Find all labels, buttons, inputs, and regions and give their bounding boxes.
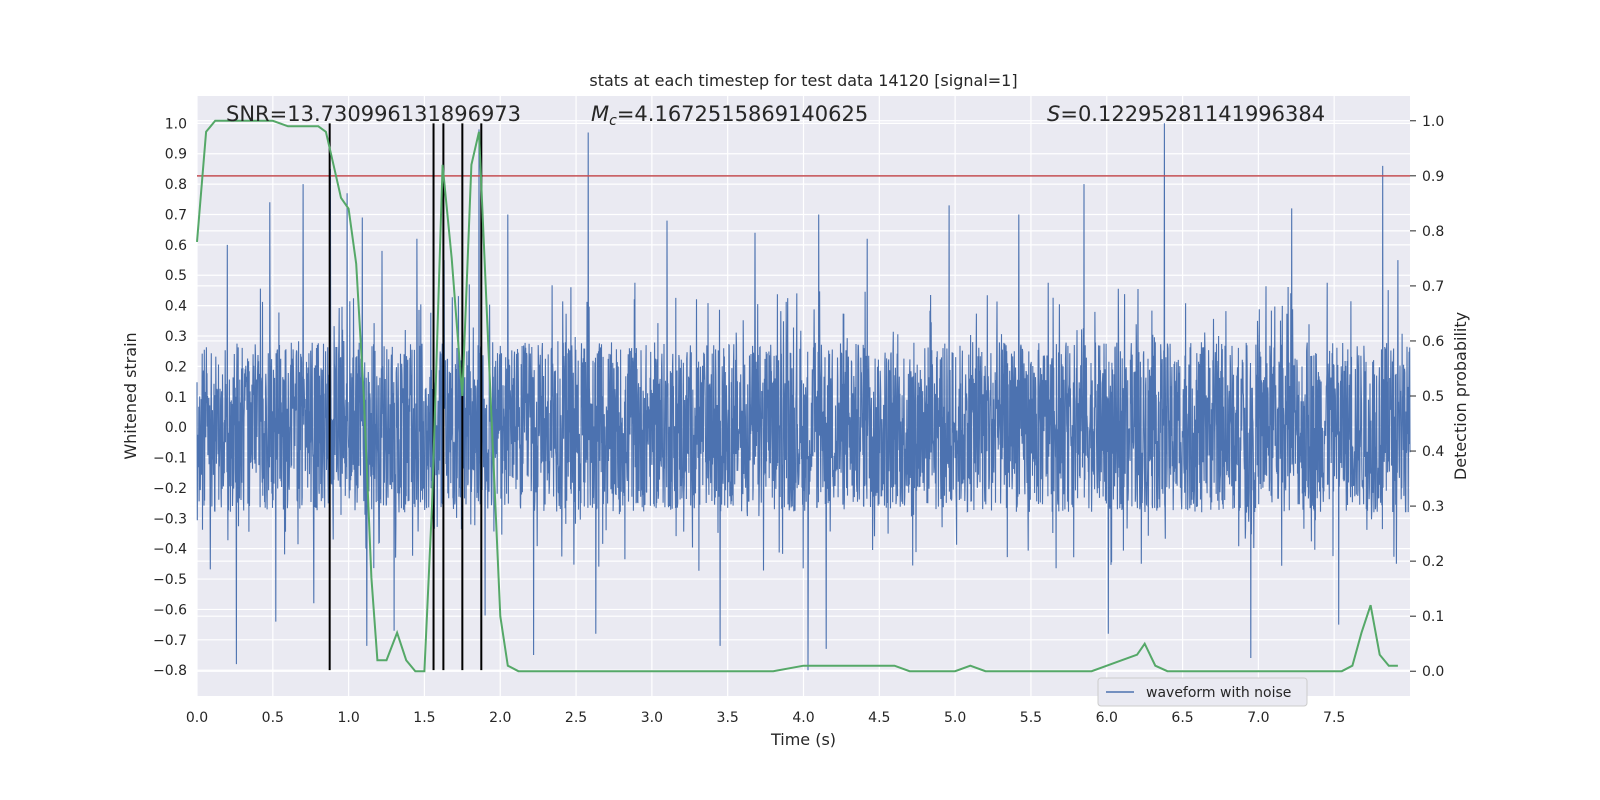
y-right-tick-label: 0.3 bbox=[1422, 499, 1444, 515]
y-tick-label: −0.5 bbox=[153, 572, 187, 588]
chart-title: stats at each timestep for test data 141… bbox=[589, 71, 1017, 90]
chirp-mass-subscript: c bbox=[609, 113, 617, 129]
y-tick-label: 0.7 bbox=[165, 207, 187, 223]
y-tick-label: 0.2 bbox=[165, 359, 187, 375]
y-right-tick-label: 0.5 bbox=[1422, 389, 1444, 405]
s-value: =0.12295281141996384 bbox=[1060, 102, 1325, 126]
y-right-tick-label: 0.9 bbox=[1422, 169, 1444, 185]
s-symbol: S bbox=[1047, 102, 1060, 126]
x-tick-label: 7.5 bbox=[1323, 710, 1345, 726]
legend: waveform with noise bbox=[1097, 677, 1308, 707]
y-tick-label: 0.4 bbox=[165, 299, 187, 315]
x-tick-label: 6.0 bbox=[1096, 710, 1118, 726]
s-annotation: S=0.12295281141996384 bbox=[1047, 102, 1325, 126]
y-tick-label: 0.6 bbox=[165, 238, 187, 254]
y-tick-label: 0.8 bbox=[165, 177, 187, 193]
y-right-tick-label: 0.7 bbox=[1422, 279, 1444, 295]
y-tick-label: −0.1 bbox=[153, 451, 187, 467]
detection-probability-line bbox=[196, 119, 1398, 673]
y-tick-label: −0.2 bbox=[153, 481, 187, 497]
x-tick-label: 2.5 bbox=[565, 710, 587, 726]
x-tick-label: 3.0 bbox=[641, 710, 663, 726]
y-tick-label: 0.9 bbox=[165, 147, 187, 163]
x-tick-label: 2.0 bbox=[489, 710, 511, 726]
y-tick-label: −0.4 bbox=[153, 542, 187, 558]
legend-box bbox=[1097, 677, 1308, 707]
chirp-mass-value: =4.1672515869140625 bbox=[617, 102, 868, 126]
y-right-tick-label: 0.1 bbox=[1422, 609, 1444, 625]
waveform-line bbox=[196, 123, 1411, 671]
x-tick-label: 6.5 bbox=[1171, 710, 1193, 726]
y-right-tick-label: 0.2 bbox=[1422, 554, 1444, 570]
x-tick-label: 0.0 bbox=[186, 710, 208, 726]
y-tick-label: −0.7 bbox=[153, 633, 187, 649]
x-tick-label: 7.0 bbox=[1247, 710, 1269, 726]
snr-annotation: SNR=13.730996131896973 bbox=[226, 102, 521, 126]
y-tick-label: 0.1 bbox=[165, 390, 187, 406]
y-axis-label: Whitened strain bbox=[121, 332, 140, 459]
x-axis-label: Time (s) bbox=[770, 730, 836, 749]
x-tick-label: 5.5 bbox=[1020, 710, 1042, 726]
x-tick-label: 0.5 bbox=[262, 710, 284, 726]
y-right-tick-label: 0.6 bbox=[1422, 334, 1444, 350]
y-tick-label: −0.3 bbox=[153, 511, 187, 527]
chirp-mass-annotation: Mc=4.1672515869140625 bbox=[591, 102, 868, 129]
y-right-tick-label: 0.4 bbox=[1422, 444, 1444, 460]
y-axis-right-ticks: 1.0 0.9 0.8 0.7 0.6 0.5 0.4 0.3 0.2 0.1 0.0 bbox=[1410, 114, 1444, 680]
y-tick-label: 0.0 bbox=[165, 420, 187, 436]
y-right-tick-label: 0.0 bbox=[1422, 664, 1444, 680]
y-axis-left-ticks: 1.0 0.9 0.8 0.7 0.6 0.5 0.4 0.3 0.2 0.1 0.0 −0.1 −0.… bbox=[153, 116, 187, 679]
waveform-series bbox=[196, 123, 1411, 671]
legend-entry: waveform with noise bbox=[1146, 685, 1291, 701]
y-right-tick-label: 0.8 bbox=[1422, 224, 1444, 240]
x-tick-label: 4.0 bbox=[792, 710, 814, 726]
y-tick-label: 1.0 bbox=[165, 116, 187, 132]
y-axis-right-label: Detection probability bbox=[1451, 312, 1470, 480]
y-tick-label: −0.6 bbox=[153, 602, 187, 618]
x-tick-label: 4.5 bbox=[868, 710, 890, 726]
vertical-markers bbox=[328, 123, 483, 671]
y-tick-label: −0.8 bbox=[153, 663, 187, 679]
y-right-tick-label: 1.0 bbox=[1422, 114, 1444, 130]
y-tick-label: 0.3 bbox=[165, 329, 187, 345]
x-axis-ticks: 0.0 0.5 1.0 1.5 2.0 2.5 3.0 3.5 4.0 4.5 5.0 5.5 6.0 6… bbox=[186, 710, 1345, 726]
x-tick-label: 5.0 bbox=[944, 710, 966, 726]
x-tick-label: 1.0 bbox=[337, 710, 359, 726]
y-tick-label: 0.5 bbox=[165, 268, 187, 284]
x-tick-label: 3.5 bbox=[717, 710, 739, 726]
chirp-mass-symbol: M bbox=[591, 102, 609, 126]
x-tick-label: 1.5 bbox=[413, 710, 435, 726]
